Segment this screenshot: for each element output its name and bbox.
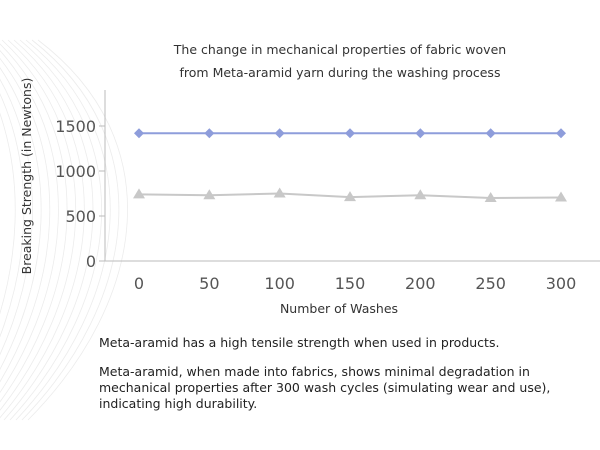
chart-subtitle: from Meta-aramid yarn during the washing…	[179, 65, 501, 80]
series-triangle	[133, 187, 567, 202]
data-point-triangle	[273, 187, 286, 198]
y-axis-title: Breaking Strength (in Newtons)	[19, 78, 34, 275]
y-tick-label: 1500	[55, 117, 96, 136]
data-point-triangle	[133, 188, 145, 199]
x-tick-label: 200	[405, 274, 436, 293]
data-point-triangle	[344, 191, 356, 202]
data-point-diamond	[556, 128, 566, 139]
x-tick-label: 50	[199, 274, 219, 293]
x-tick-label: 300	[546, 274, 577, 293]
note-durability: Meta-aramid, when made into fabrics, sho…	[99, 364, 551, 411]
x-tick-label: 150	[335, 274, 366, 293]
data-point-triangle	[484, 192, 497, 202]
y-tick-label: 500	[65, 207, 96, 226]
y-tick-label: 1000	[55, 162, 96, 181]
chart-title: The change in mechanical properties of f…	[173, 42, 507, 57]
note-tensile-strength: Meta-aramid has a high tensile strength …	[99, 335, 500, 350]
x-axis-title: Number of Washes	[280, 301, 398, 316]
data-point-diamond	[134, 128, 144, 139]
data-point-diamond	[204, 128, 215, 139]
x-tick-label: 100	[264, 274, 295, 293]
data-point-triangle	[414, 189, 427, 200]
line-chart: 0 500 1000 1500 0 50 100 150 200 250 300 Number of…	[19, 78, 600, 316]
data-point-diamond	[485, 128, 496, 139]
data-point-triangle	[203, 189, 216, 200]
data-point-diamond	[415, 128, 426, 139]
data-point-diamond	[274, 128, 285, 139]
series-diamond	[134, 128, 566, 139]
data-point-triangle	[555, 191, 567, 202]
y-tick-label: 0	[86, 252, 96, 271]
x-tick-label: 0	[134, 274, 144, 293]
data-point-diamond	[345, 128, 355, 139]
x-tick-label: 250	[475, 274, 506, 293]
